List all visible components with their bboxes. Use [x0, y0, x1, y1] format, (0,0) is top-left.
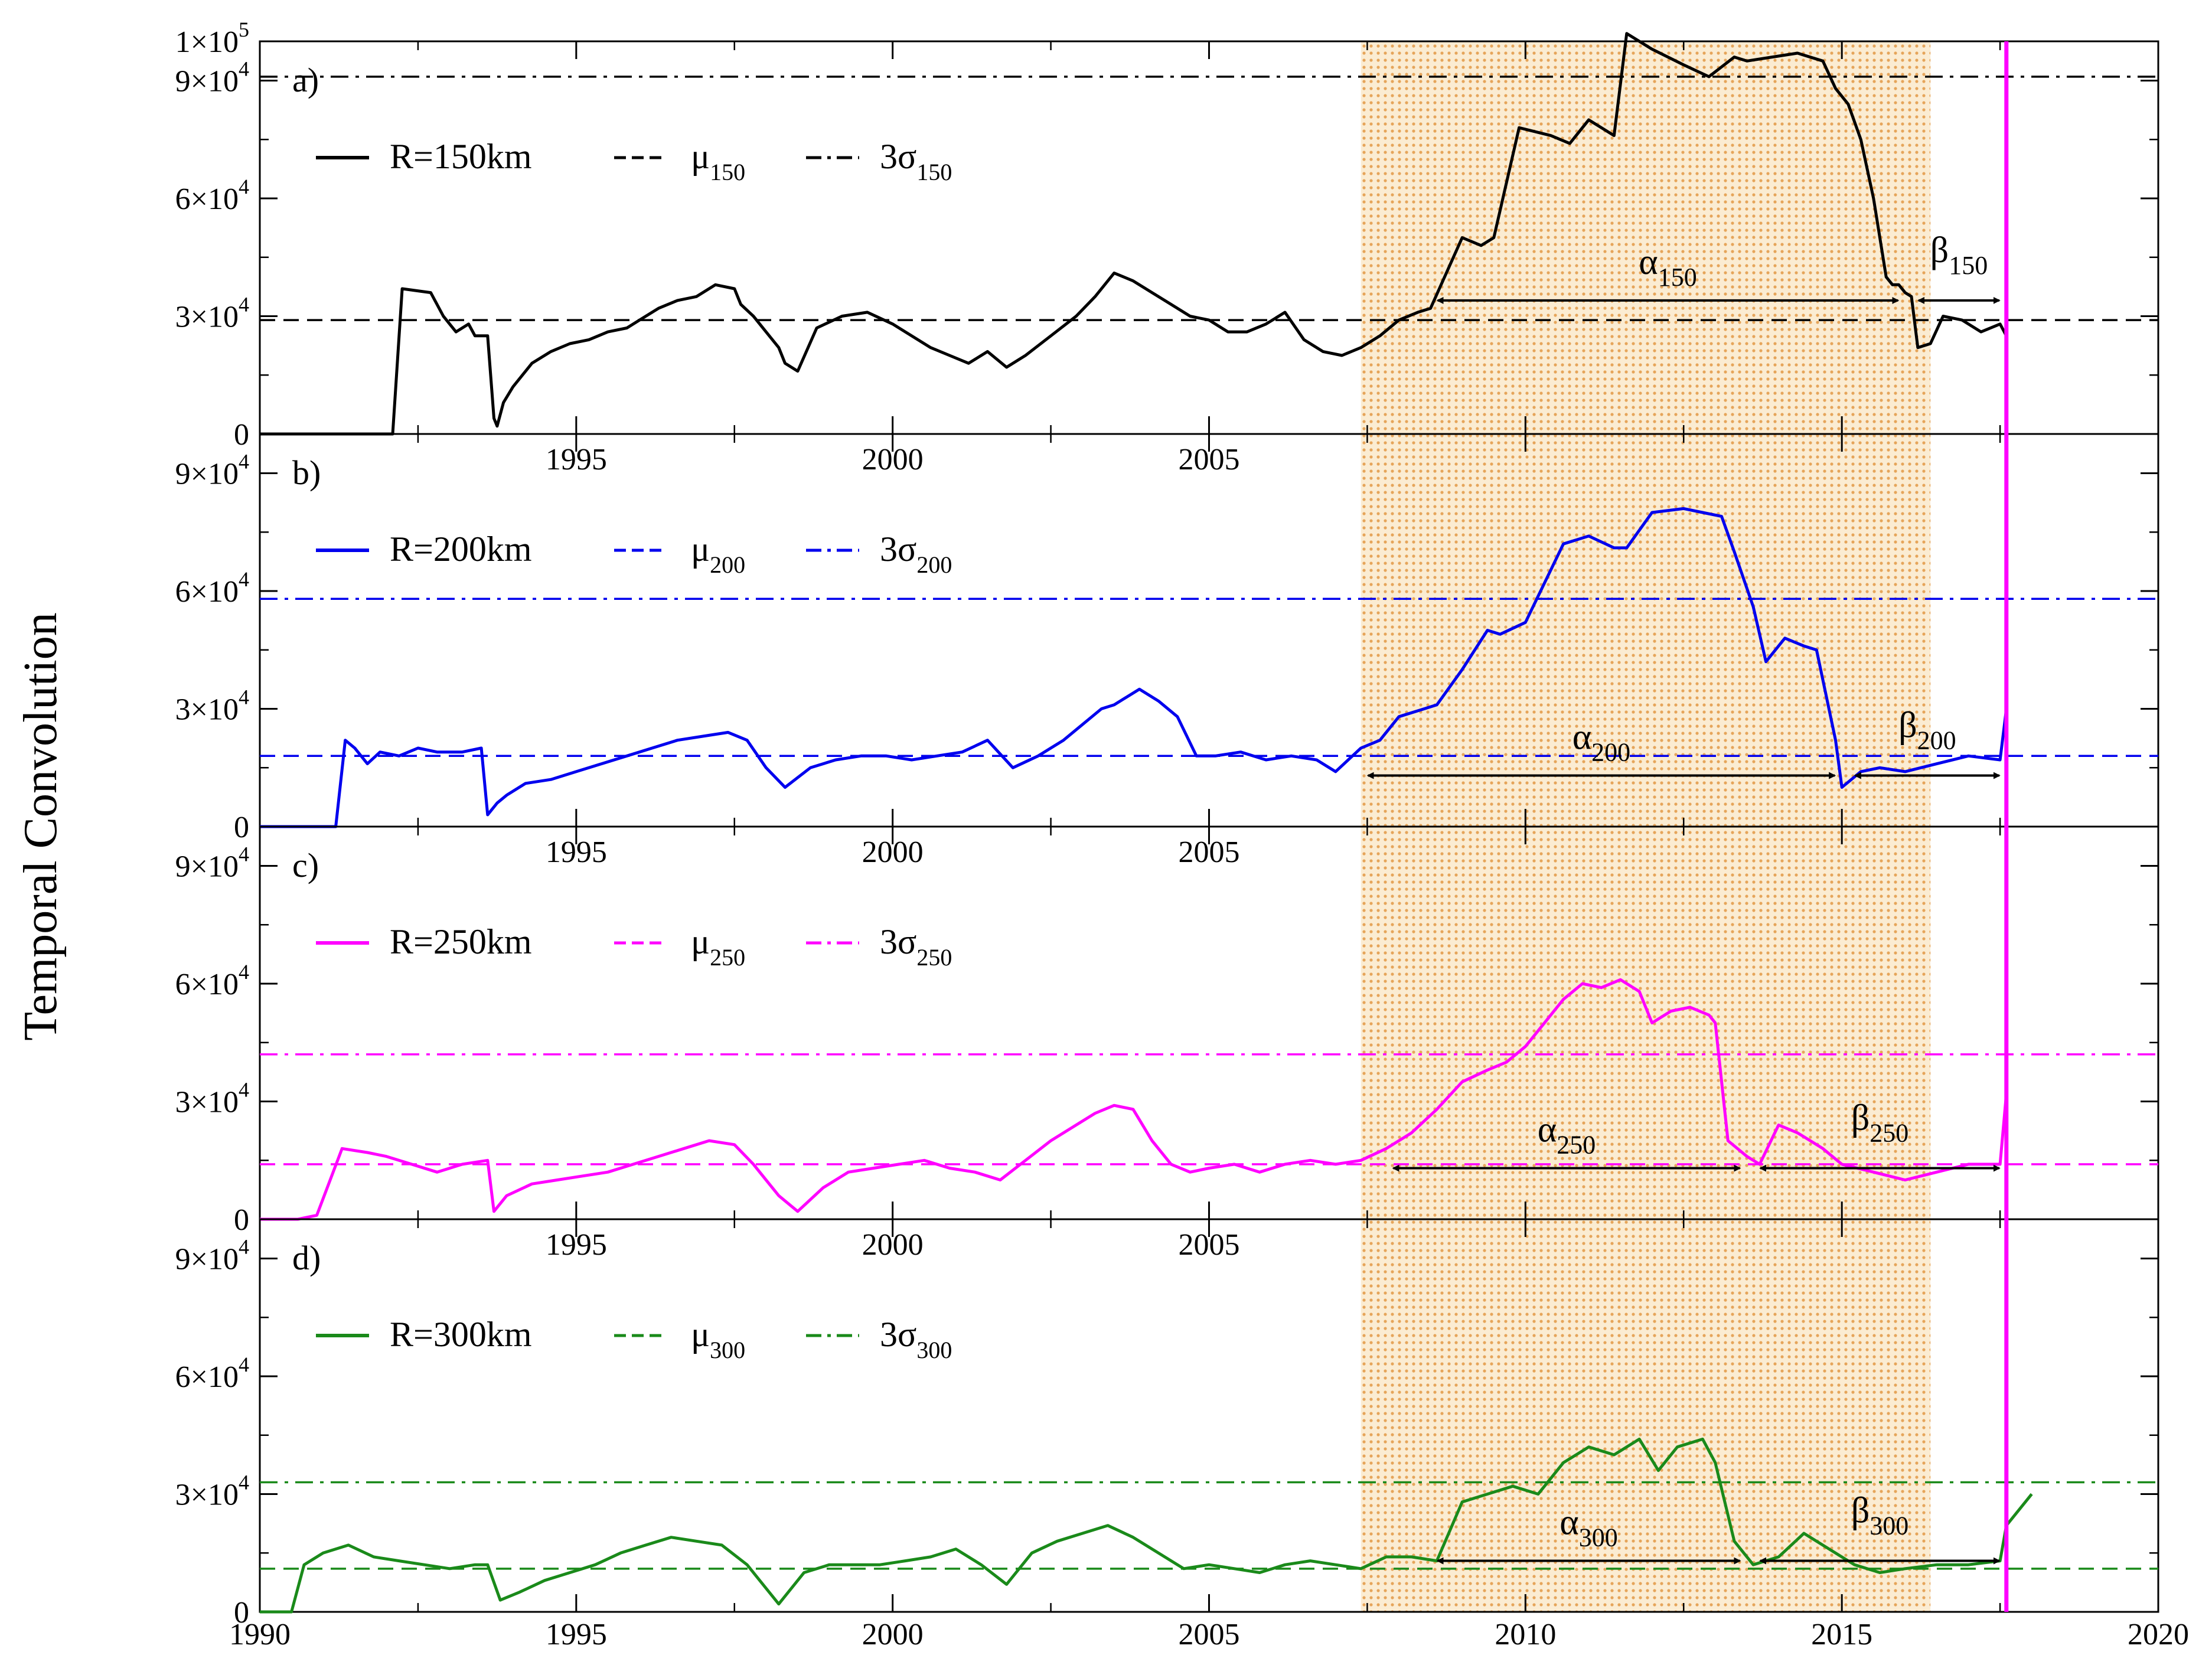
y-tick-label: 6×104 [175, 960, 249, 1001]
beta-subscript: 300 [1870, 1511, 1908, 1540]
panels: 1995 2000 200503×1046×1049×1041×105a)R=150… [175, 18, 2189, 1651]
legend-sigma-subscript: 300 [916, 1337, 952, 1363]
y-tick-label: 0 [234, 418, 249, 452]
legend-series-label: R=150km [390, 137, 532, 176]
y-tick-label: 9×104 [175, 843, 249, 884]
legend: R=150km μ150 3σ150 [316, 137, 952, 185]
alpha-subscript: 200 [1591, 738, 1630, 767]
x-tick-label: 2010 [1495, 1618, 1556, 1651]
y-tick-exponent: 5 [239, 18, 249, 41]
y-tick-exponent: 4 [239, 843, 249, 866]
series-line [260, 1437, 2033, 1614]
legend: R=200km μ200 3σ200 [316, 530, 952, 578]
x-tick-label: 2005 [1179, 1618, 1240, 1651]
legend-sigma-subscript: 150 [916, 159, 952, 185]
y-tick-exponent: 4 [239, 1235, 249, 1259]
y-tick-label: 6×104 [175, 567, 249, 609]
panel-300: 1990 1995 2000 2005 2010 2015 2020 0 3×104 6×104 9… [175, 1218, 2189, 1651]
legend-mu-subscript: 150 [710, 159, 745, 185]
panel-tag: b) [292, 453, 321, 492]
legend-mu-subscript: 200 [710, 551, 745, 578]
alpha-subscript: 300 [1579, 1523, 1618, 1552]
legend: R=300km μ300 3σ300 [316, 1315, 952, 1363]
beta-subscript: 150 [1949, 251, 1988, 280]
y-tick-exponent: 4 [239, 1353, 249, 1376]
legend-sigma-label: 3σ150 [880, 137, 952, 185]
y-tick-label: 6×104 [175, 175, 249, 216]
x-tick-label: 1990 [229, 1618, 291, 1651]
y-tick-exponent: 4 [239, 175, 249, 198]
panel-150: 1995 2000 200503×1046×1049×1041×105a)R=150… [175, 18, 2159, 476]
y-tick-exponent: 4 [239, 450, 249, 474]
y-tick-label: 9×104 [175, 57, 249, 99]
legend-sigma-subscript: 250 [916, 944, 952, 971]
y-tick-label: 3×104 [175, 1471, 249, 1512]
y-tick-exponent: 4 [239, 567, 249, 591]
x-tick-label: 2020 [2128, 1618, 2189, 1651]
legend-series-label: R=200km [390, 530, 532, 569]
y-tick-label: 0 [234, 811, 249, 844]
legend-series-label: R=250km [390, 922, 532, 961]
y-tick-label: 3×104 [175, 685, 249, 727]
legend-sigma-label: 3σ250 [880, 922, 952, 971]
legend-sigma-label: 3σ300 [880, 1315, 952, 1363]
y-tick-exponent: 4 [239, 57, 249, 81]
legend-sigma-label: 3σ200 [880, 530, 952, 578]
panel-tag: d) [292, 1239, 321, 1277]
series-line [260, 32, 2008, 436]
y-tick-label: 9×104 [175, 450, 249, 491]
beta-label: β150 [1930, 230, 1988, 280]
y-tick-exponent: 4 [239, 293, 249, 316]
y-tick-exponent: 4 [239, 960, 249, 984]
series-line [260, 978, 2008, 1221]
y-tick-label: 0 [234, 1203, 249, 1237]
y-tick-exponent: 4 [239, 1471, 249, 1494]
y-tick-exponent: 4 [239, 1078, 249, 1102]
legend-series-label: R=300km [390, 1315, 532, 1354]
alpha-subscript: 250 [1557, 1131, 1596, 1160]
x-tick-label: 2000 [862, 1618, 924, 1651]
legend: R=250km μ250 3σ250 [316, 922, 952, 971]
y-axis-label: Temporal Convolution [15, 612, 67, 1040]
legend-sigma-subscript: 200 [916, 551, 952, 578]
panel-tag: a) [292, 61, 319, 99]
legend-mu-label: μ250 [691, 922, 745, 971]
series-line [260, 507, 2008, 828]
legend-mu-subscript: 250 [710, 944, 745, 971]
legend-mu-subscript: 300 [710, 1337, 745, 1363]
legend-mu-label: μ300 [691, 1315, 745, 1363]
beta-subscript: 200 [1917, 726, 1956, 755]
y-tick-label: 1×105 [175, 18, 249, 59]
y-tick-label: 6×104 [175, 1353, 249, 1394]
beta-subscript: 250 [1870, 1119, 1908, 1148]
panel-tag: c) [292, 846, 319, 884]
y-tick-label: 9×104 [175, 1235, 249, 1277]
x-tick-label: 2015 [1811, 1618, 1872, 1651]
legend-mu-label: μ150 [691, 137, 745, 185]
y-tick-exponent: 4 [239, 685, 249, 709]
legend-mu-label: μ200 [691, 530, 745, 578]
alpha-subscript: 150 [1658, 263, 1697, 292]
y-tick-label: 0 [234, 1596, 249, 1630]
y-tick-label: 3×104 [175, 1078, 249, 1119]
x-tick-label: 1995 [546, 1618, 607, 1651]
y-tick-label: 3×104 [175, 293, 249, 334]
